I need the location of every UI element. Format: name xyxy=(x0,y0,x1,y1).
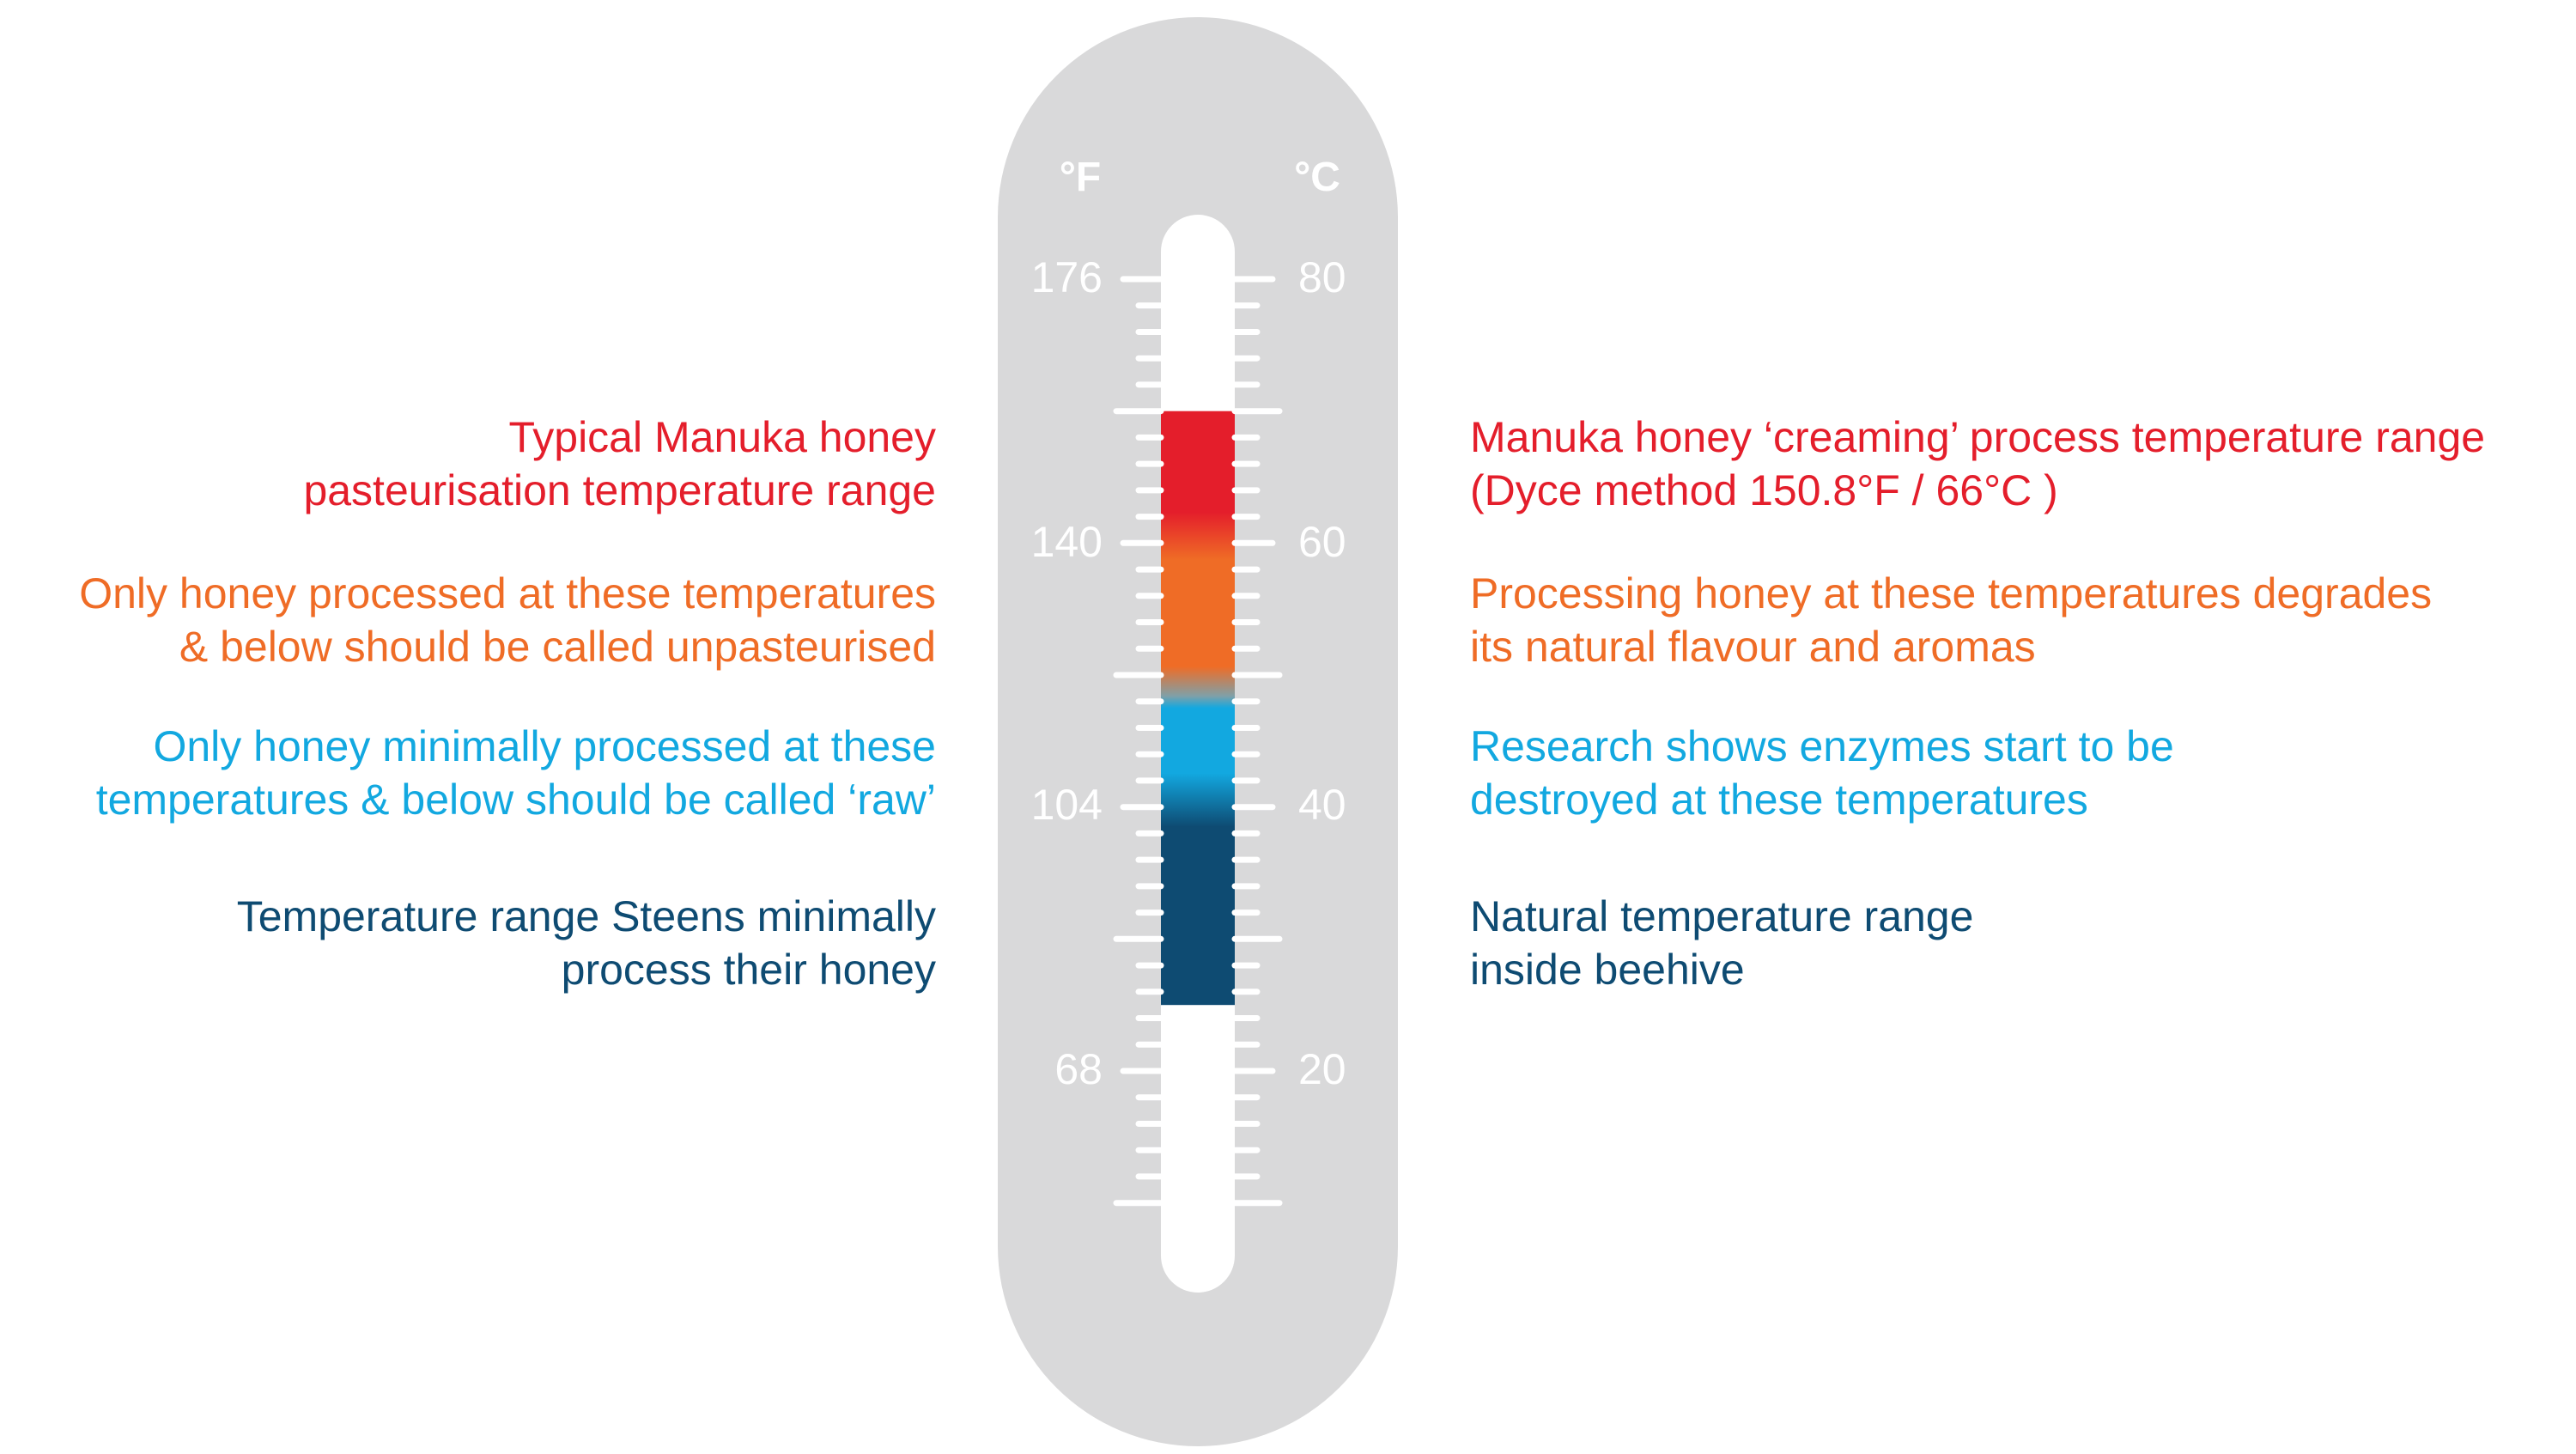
fahrenheit-ticks xyxy=(1113,276,1164,1207)
fahrenheit-unit: °F xyxy=(1060,155,1102,200)
fahrenheit-label-68: 68 xyxy=(1054,1045,1103,1093)
fahrenheit-label-176: 176 xyxy=(1031,253,1103,301)
celsius-label-40: 40 xyxy=(1298,781,1346,829)
label-unpasteurised-range: Only honey processed at these temperatur… xyxy=(79,569,936,671)
label-enzymes-destroyed: Research shows enzymes start to be destr… xyxy=(1470,722,2174,824)
label-raw-range: Only honey minimally processed at these … xyxy=(95,722,936,824)
celsius-ticks xyxy=(1231,276,1283,1207)
label-beehive-range: Natural temperature range inside beehive xyxy=(1470,892,1974,994)
fahrenheit-label-140: 140 xyxy=(1031,518,1103,566)
celsius-unit: °C xyxy=(1294,155,1340,200)
label-steens-range: Temperature range Steens minimally proce… xyxy=(236,892,936,994)
label-pasteurisation-range: Typical Manuka honey pasteurisation temp… xyxy=(303,413,936,514)
fahrenheit-label-104: 104 xyxy=(1031,781,1103,829)
celsius-label-20: 20 xyxy=(1298,1045,1346,1093)
celsius-label-60: 60 xyxy=(1298,518,1346,566)
celsius-label-80: 80 xyxy=(1298,253,1346,301)
label-creaming-range: Manuka honey ‘creaming’ process temperat… xyxy=(1470,413,2486,514)
label-flavour-degrades: Processing honey at these temperatures d… xyxy=(1470,569,2433,671)
temperature-fill-bar xyxy=(1161,411,1235,1006)
